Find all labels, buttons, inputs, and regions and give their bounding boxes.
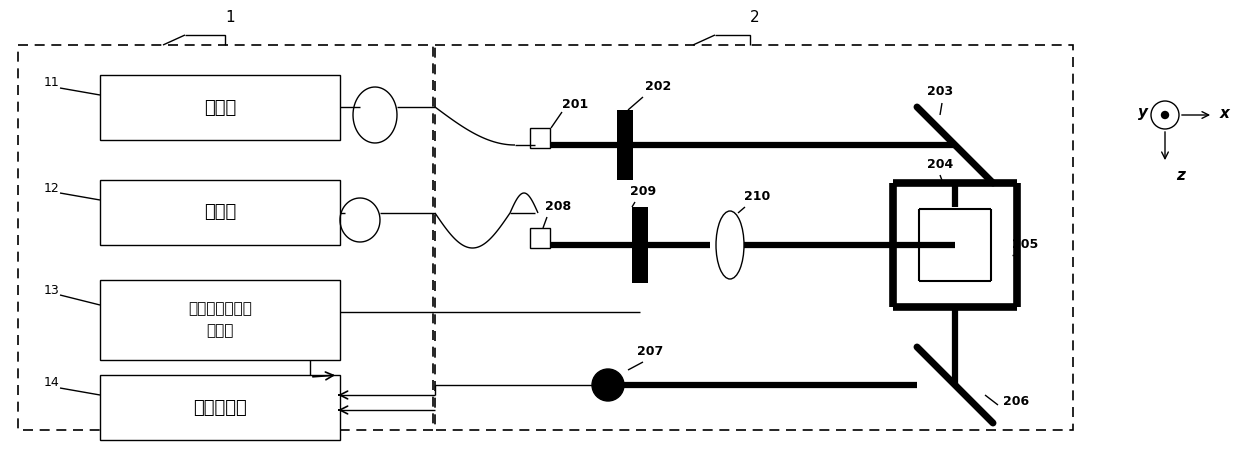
Bar <box>100 375 340 440</box>
Text: 205: 205 <box>1012 238 1038 251</box>
Bar <box>100 75 340 140</box>
Text: 液晶相位延迟器
控制器: 液晶相位延迟器 控制器 <box>188 301 252 338</box>
Text: 206: 206 <box>1003 395 1029 408</box>
Text: 锁相放大器: 锁相放大器 <box>193 399 247 416</box>
Text: x: x <box>1220 106 1230 120</box>
Text: 激光器: 激光器 <box>203 98 236 116</box>
Bar <box>19 45 433 430</box>
Text: z: z <box>1177 168 1185 183</box>
Text: 12: 12 <box>45 182 60 194</box>
Circle shape <box>591 369 624 401</box>
Text: 13: 13 <box>45 284 60 297</box>
Bar <box>100 280 340 360</box>
Bar <box>618 110 632 180</box>
Text: 209: 209 <box>630 185 656 198</box>
Text: 202: 202 <box>645 80 671 93</box>
Text: 14: 14 <box>45 376 60 389</box>
Text: 激光器: 激光器 <box>203 203 236 222</box>
Text: 11: 11 <box>45 76 60 88</box>
Text: 208: 208 <box>544 200 572 213</box>
Text: 2: 2 <box>750 10 760 25</box>
Bar <box>529 228 551 248</box>
Bar <box>435 45 1073 430</box>
Text: 207: 207 <box>637 345 663 358</box>
Bar <box>529 128 551 148</box>
Text: 201: 201 <box>562 98 588 111</box>
Circle shape <box>1162 111 1168 119</box>
Text: 210: 210 <box>744 190 770 203</box>
Text: 1: 1 <box>226 10 234 25</box>
Bar <box>632 207 649 283</box>
Ellipse shape <box>715 211 744 279</box>
Bar <box>100 180 340 245</box>
Text: 203: 203 <box>928 85 954 98</box>
Text: y: y <box>1138 106 1148 120</box>
Text: 204: 204 <box>926 158 954 171</box>
